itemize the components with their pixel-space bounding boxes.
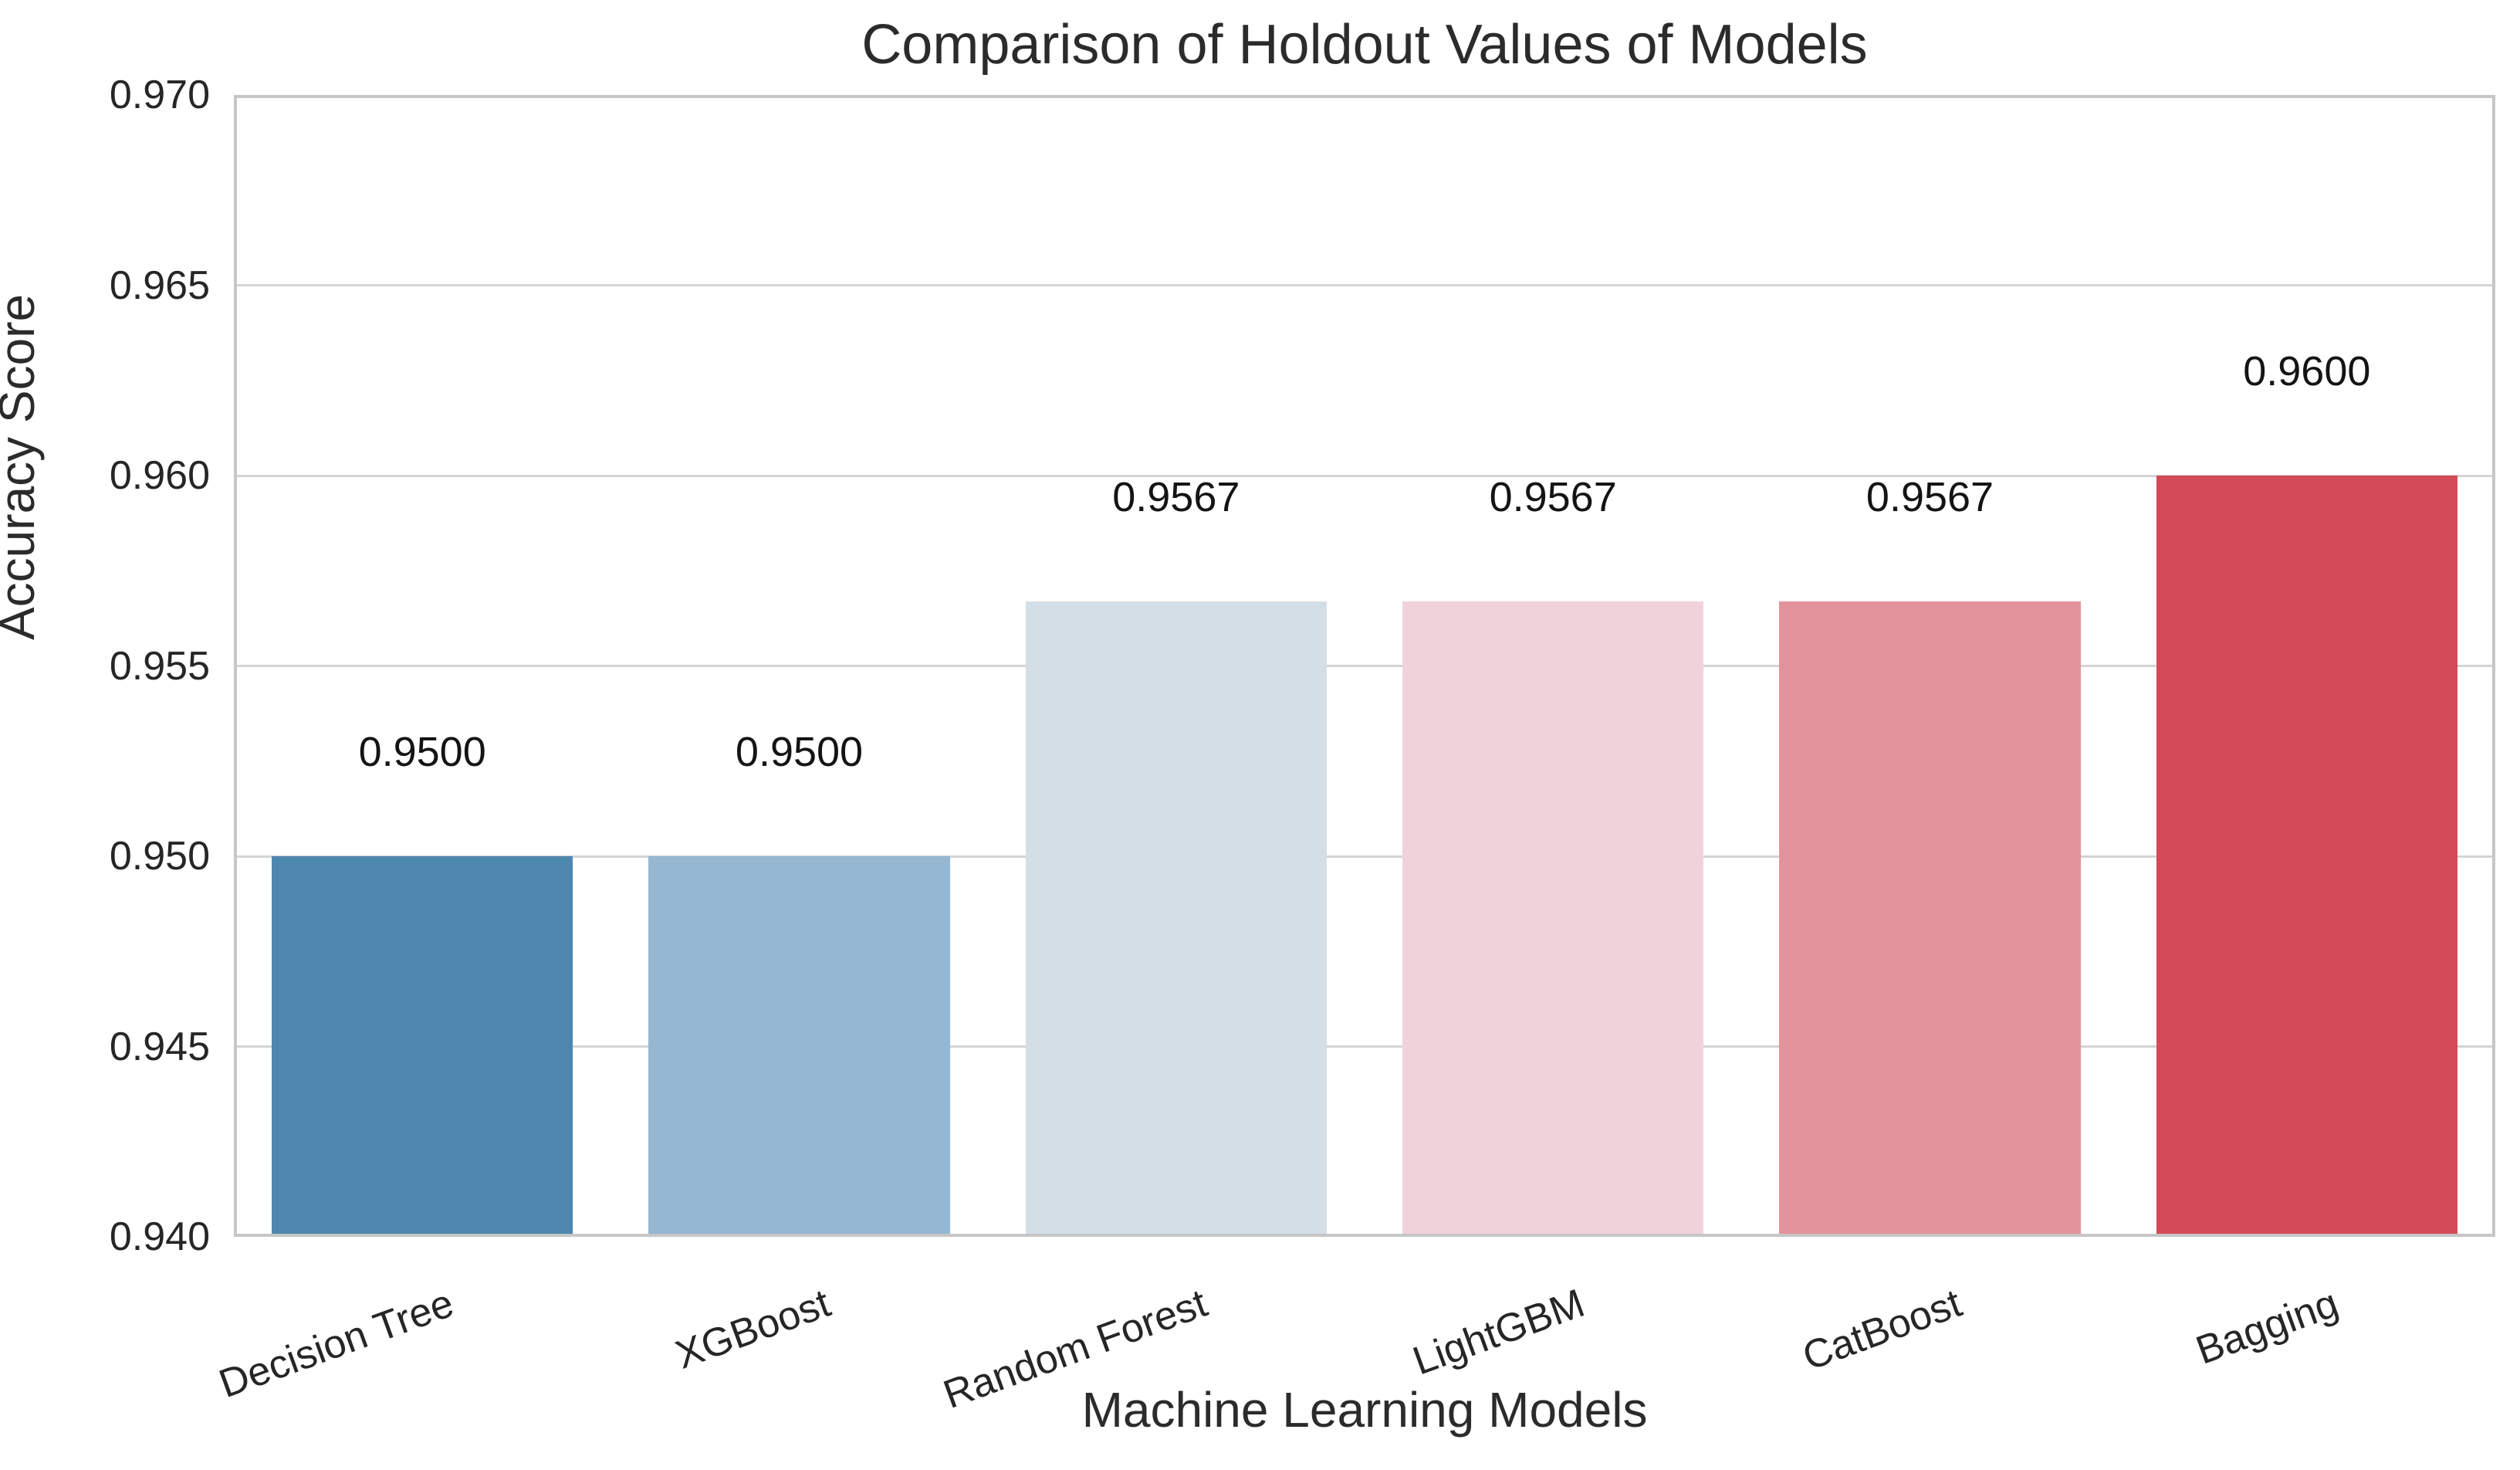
bar-bagging: [2156, 476, 2458, 1237]
y-tick-label: 0.955: [109, 643, 210, 689]
y-tick-label: 0.940: [109, 1214, 210, 1259]
bar-value-label-random-forest: 0.9567: [1112, 473, 1240, 520]
plot-area: [234, 95, 2495, 1237]
y-tick-label: 0.945: [109, 1024, 210, 1069]
x-tick-label-lightgbm: LightGBM: [1407, 1280, 1591, 1384]
bar-lightgbm: [1402, 601, 1704, 1237]
gridline-0.965: [234, 284, 2495, 286]
bar-value-label-xgboost: 0.9500: [735, 729, 864, 775]
chart-title: Comparison of Holdout Values of Models: [861, 14, 1868, 76]
bar-value-label-lightgbm: 0.9567: [1489, 473, 1617, 520]
bar-value-label-catboost: 0.9567: [1865, 473, 1994, 520]
bar-decision-tree: [271, 856, 573, 1237]
y-tick-label: 0.965: [109, 262, 210, 308]
bar-random-forest: [1025, 601, 1328, 1237]
x-tick-label-bagging: Bagging: [2190, 1280, 2345, 1373]
gridline-0.950: [234, 855, 2495, 858]
y-tick-label: 0.960: [109, 453, 210, 498]
bar-xgboost: [648, 856, 950, 1237]
bar-catboost: [1779, 601, 2081, 1237]
gridline-0.960: [234, 474, 2495, 477]
y-tick-label: 0.950: [109, 834, 210, 879]
x-tick-label-catboost: CatBoost: [1796, 1280, 1967, 1380]
y-tick-label: 0.970: [109, 73, 210, 117]
bar-value-label-bagging: 0.9600: [2243, 348, 2371, 395]
x-axis-label: Machine Learning Models: [1081, 1382, 1648, 1438]
x-tick-label-xgboost: XGBoost: [670, 1280, 837, 1378]
bar-value-label-decision-tree: 0.9500: [358, 729, 486, 775]
gridline-0.945: [234, 1045, 2495, 1048]
gridline-0.955: [234, 665, 2495, 667]
